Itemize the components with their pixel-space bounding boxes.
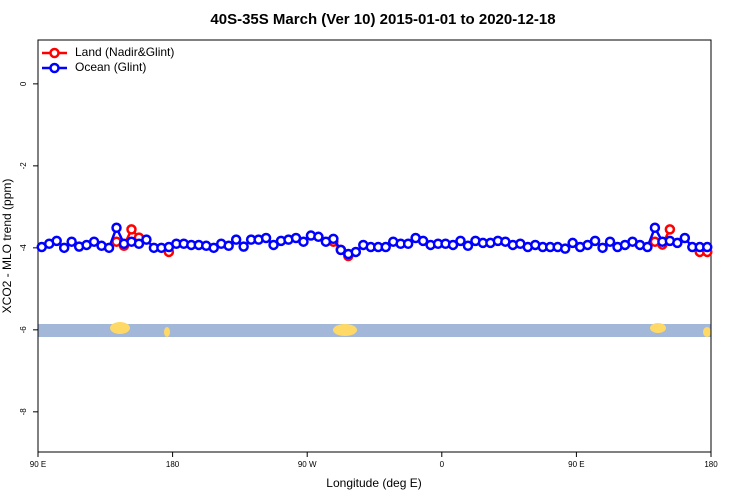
point [417, 235, 429, 247]
legend-label: Ocean (Glint) [75, 60, 146, 74]
x-tick-label: 0 [440, 460, 445, 469]
x-tick-label: 180 [166, 460, 180, 469]
point [589, 235, 601, 247]
point [51, 235, 62, 247]
point [567, 237, 578, 249]
point [350, 246, 362, 258]
point [380, 241, 391, 253]
land-blob [333, 324, 357, 336]
point [328, 233, 339, 245]
point [582, 239, 593, 251]
x-tick-label: 180 [704, 460, 718, 469]
point [66, 236, 77, 247]
point [455, 235, 466, 247]
x-tick-label: 90 E [30, 460, 46, 469]
land-blob [110, 322, 130, 334]
land-blob [703, 327, 711, 337]
point [702, 241, 713, 253]
point [208, 242, 219, 254]
point [260, 232, 272, 244]
y-tick-label: -8 [19, 408, 28, 416]
chart-title: 40S-35S March (Ver 10) 2015-01-01 to 202… [210, 11, 555, 28]
point [672, 237, 683, 249]
point [223, 240, 234, 252]
point [313, 231, 324, 243]
y-tick-label: -4 [19, 244, 28, 252]
x-tick-label: 90 E [568, 460, 584, 469]
point [268, 239, 279, 251]
point [462, 240, 474, 252]
land-blob [650, 323, 666, 333]
point [298, 236, 309, 247]
x-axis-label: Longitude (deg E) [326, 476, 421, 490]
point [604, 236, 616, 247]
land-band [38, 322, 711, 337]
point [88, 236, 100, 247]
legend-label: Land (Nadir&Glint) [75, 45, 174, 59]
point [335, 244, 347, 256]
y-tick-label: 0 [19, 81, 28, 86]
point [559, 243, 571, 254]
band [38, 324, 711, 337]
point [642, 241, 653, 253]
legend-marker [49, 62, 60, 74]
x-tick-label: 90 W [298, 460, 317, 469]
point [126, 224, 137, 235]
point [103, 242, 115, 254]
point [58, 242, 70, 254]
point [402, 238, 414, 249]
point [679, 232, 691, 244]
point [141, 234, 152, 245]
legend-marker [49, 47, 60, 59]
point [649, 222, 661, 234]
point [111, 222, 122, 234]
point [447, 239, 459, 251]
y-tick-label: -6 [19, 326, 28, 334]
point [597, 242, 608, 254]
y-axis-label: XCO2 - MLO trend (ppm) [0, 179, 14, 314]
point [230, 234, 242, 245]
land-blob [164, 327, 170, 337]
point [133, 238, 145, 249]
point [238, 241, 249, 252]
y-tick-label: -2 [19, 162, 28, 170]
point [664, 224, 676, 235]
